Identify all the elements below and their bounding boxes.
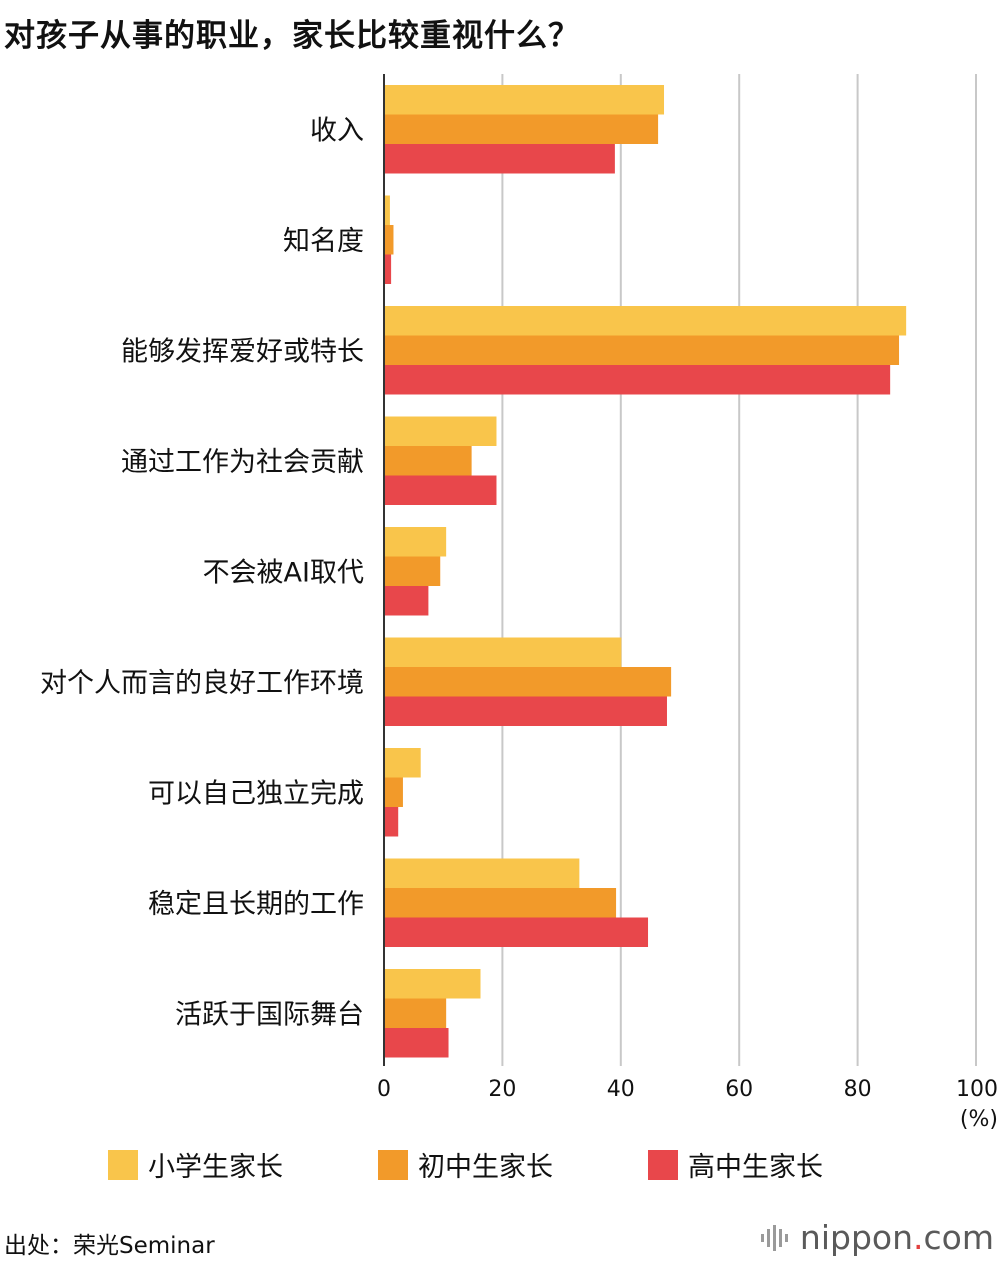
bar: [384, 225, 394, 255]
x-tick-label: 0: [377, 1077, 391, 1102]
logo-suffix: com: [923, 1218, 994, 1257]
nippon-logo[interactable]: nippon.com: [760, 1218, 994, 1257]
bar: [384, 556, 441, 586]
bar: [384, 1028, 449, 1058]
bar: [384, 858, 580, 888]
bar: [384, 969, 481, 999]
legend-swatch-elementary: [108, 1149, 138, 1180]
bar: [384, 917, 649, 947]
bar: [384, 998, 447, 1028]
source-note: 出处：荣光Seminar: [4, 1233, 215, 1259]
legend-swatch-junior-high: [378, 1149, 408, 1180]
bar: [384, 306, 907, 336]
x-tick-label: 40: [607, 1077, 635, 1102]
bar: [384, 335, 900, 365]
x-tick-label: 60: [725, 1077, 753, 1102]
category-label: 知名度: [283, 226, 364, 257]
bar-chart: 0 20 40 60 80 100 (%) 收入知名度能够发挥爱好或特长通过工作为社会贡献不会…: [40, 74, 998, 1132]
category-label: 通过工作为社会贡献: [121, 447, 364, 478]
legend-item-high-school: 高中生家长: [648, 1145, 823, 1184]
bar: [384, 446, 472, 476]
x-axis-unit: (%): [960, 1107, 998, 1132]
bar: [384, 637, 622, 667]
legend-label-elementary: 小学生家长: [148, 1152, 283, 1183]
logo-main: nippon: [799, 1218, 914, 1257]
bar: [384, 667, 672, 697]
category-label: 能够发挥爱好或特长: [121, 336, 364, 367]
category-label: 稳定且长期的工作: [148, 889, 364, 920]
category-label: 对个人而言的良好工作环境: [40, 668, 364, 699]
legend-swatch-high-school: [648, 1149, 678, 1180]
bar: [384, 85, 665, 115]
bar: [384, 114, 659, 144]
bar: [384, 807, 399, 837]
category-label: 不会被AI取代: [203, 557, 364, 588]
legend-label-junior-high: 初中生家长: [418, 1152, 553, 1183]
x-tick-label: 100: [956, 1077, 998, 1102]
bar: [384, 195, 390, 225]
category-label: 收入: [310, 115, 364, 146]
category-label: 活跃于国际舞台: [175, 999, 364, 1030]
bar: [384, 777, 403, 807]
logo-mark-icon: [760, 1224, 788, 1251]
x-tick-label: 20: [488, 1077, 516, 1102]
bar: [384, 254, 392, 284]
bar: [384, 144, 615, 174]
bar: [384, 696, 667, 726]
bar: [384, 748, 421, 778]
legend-item-junior-high: 初中生家长: [378, 1145, 553, 1184]
bar: [384, 527, 447, 557]
category-label: 可以自己独立完成: [148, 778, 364, 809]
legend: 小学生家长 初中生家长 高中生家长: [0, 1145, 1000, 1185]
bar: [384, 586, 429, 616]
bar: [384, 475, 497, 505]
x-tick-label: 80: [844, 1077, 872, 1102]
chart-title: 对孩子从事的职业，家长比较重视什么？: [4, 18, 580, 54]
legend-item-elementary: 小学生家长: [108, 1145, 283, 1184]
logo-dot: .: [913, 1218, 924, 1257]
bar: [384, 416, 497, 446]
bar: [384, 365, 891, 395]
logo-text: nippon.com: [800, 1218, 994, 1257]
legend-label-high-school: 高中生家长: [688, 1152, 823, 1183]
bar: [384, 888, 617, 918]
